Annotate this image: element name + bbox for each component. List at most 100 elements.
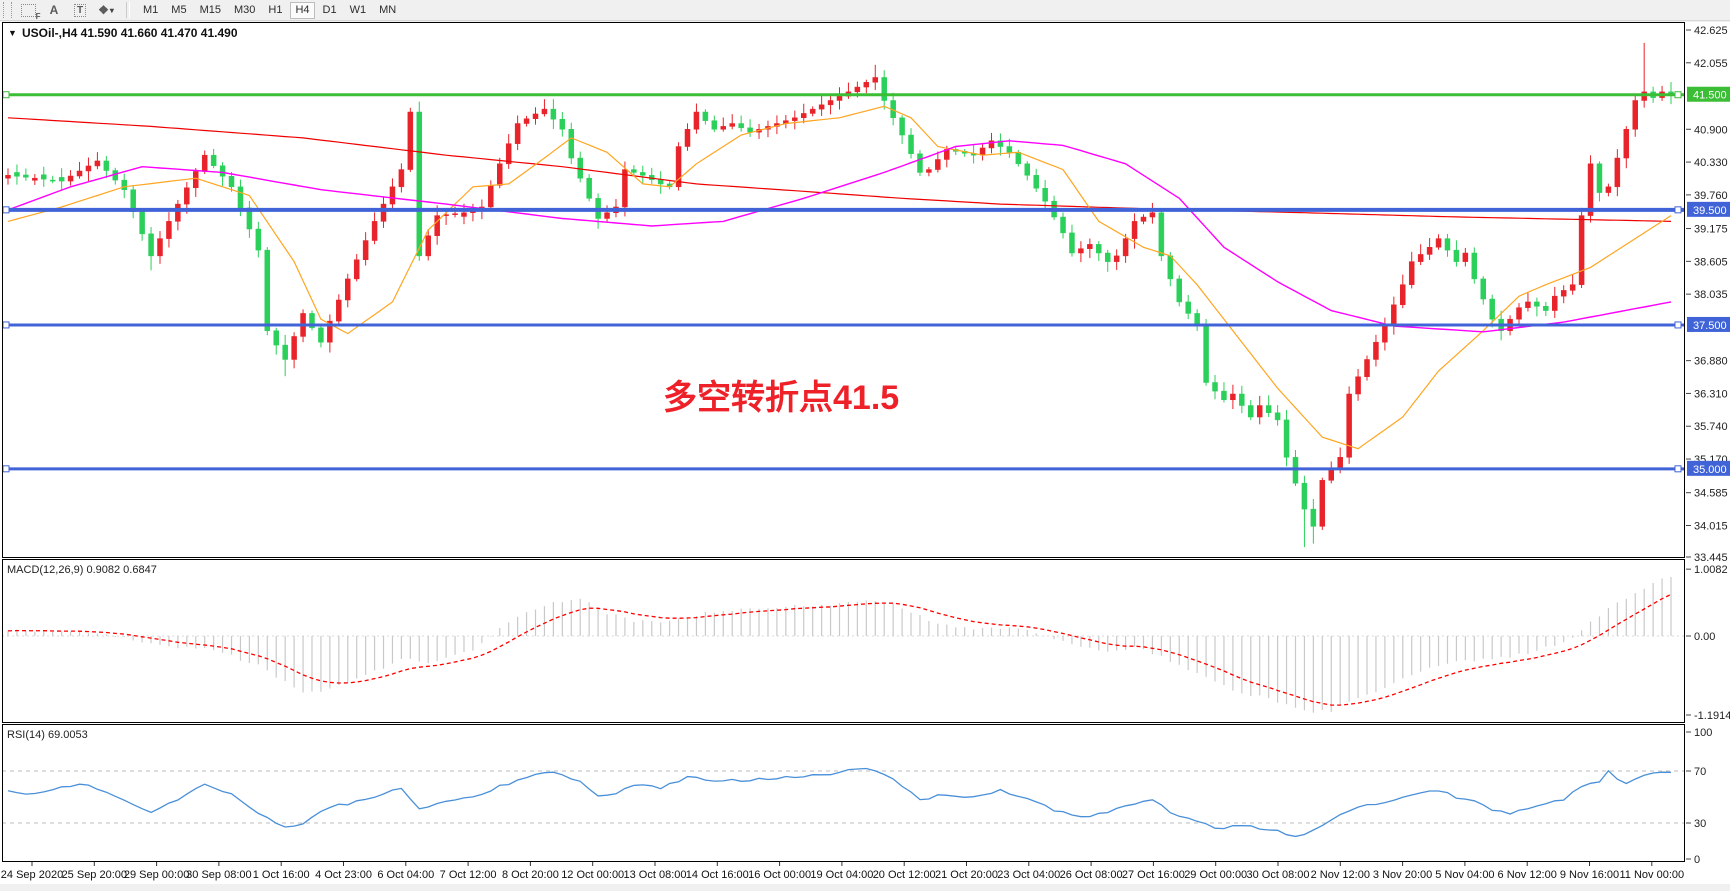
fibo-tool-button[interactable]: F — [16, 1, 41, 21]
macd-tick-label: -1.1914 — [1694, 710, 1730, 722]
time-axis-label: 29 Oct 00:00 — [1184, 869, 1247, 881]
tf-button-MN[interactable]: MN — [374, 2, 401, 19]
time-axis-label: 6 Oct 04:00 — [377, 869, 434, 881]
price-tick-label: 34.015 — [1694, 521, 1728, 533]
main-panel-frame — [2, 22, 1685, 558]
macd-signal-line — [7, 593, 1672, 706]
ma-red-line — [7, 117, 1672, 222]
text-label-icon: A — [49, 3, 59, 17]
rsi-panel[interactable]: RSI(14) 69.0053 — [2, 724, 1685, 862]
chart-annotation-text[interactable]: 多空转折点41.5 — [663, 379, 899, 417]
tf-button-D1[interactable]: D1 — [318, 2, 342, 19]
price-badge-39.500: 39.500 — [1687, 201, 1730, 217]
svg-text:35.000: 35.000 — [1693, 464, 1727, 476]
rsi-tick-label: 0 — [1694, 854, 1700, 866]
price-tick-label: 42.625 — [1694, 25, 1728, 37]
text-box-icon: T — [73, 3, 87, 17]
time-axis-label: 3 Nov 20:00 — [1373, 869, 1432, 881]
time-axis-label: 6 Nov 12:00 — [1498, 869, 1557, 881]
tf-button-M1[interactable]: M1 — [138, 2, 163, 19]
timeframe-group: M1 M5 M15 M30 H1 H4 D1 W1 MN — [138, 1, 401, 19]
window-bottom-edge — [0, 884, 1730, 891]
tf-button-H4[interactable]: H4 — [290, 1, 315, 19]
time-axis-label: 29 Sep 00:00 — [124, 869, 189, 881]
time-axis-label: 25 Sep 20:00 — [62, 869, 127, 881]
hline-handle[interactable] — [2, 465, 10, 473]
time-axis-label: 21 Oct 20:00 — [935, 869, 998, 881]
price-tick-label: 38.035 — [1694, 289, 1728, 301]
time-axis-label: 9 Nov 16:00 — [1560, 869, 1619, 881]
time-axis-label: 11 Nov 00:00 — [1619, 869, 1684, 881]
time-axis-label: 1 Oct 16:00 — [253, 869, 310, 881]
tf-button-W1[interactable]: W1 — [345, 2, 372, 19]
price-badge-41.500: 41.500 — [1687, 86, 1730, 102]
price-tick-label: 35.740 — [1694, 421, 1728, 433]
tf-button-M5[interactable]: M5 — [166, 2, 191, 19]
time-axis-label: 30 Sep 08:00 — [186, 869, 251, 881]
time-axis-label: 14 Oct 16:00 — [686, 869, 749, 881]
time-axis-label: 4 Oct 23:00 — [315, 869, 372, 881]
hline-handle[interactable] — [2, 206, 10, 214]
chevron-down-icon: ▾ — [109, 5, 114, 15]
hline-handle[interactable] — [2, 321, 10, 329]
hline-handle[interactable] — [1674, 465, 1682, 473]
macd-tick-label: 1.0082 — [1694, 564, 1728, 576]
rsi-tick-label: 100 — [1694, 727, 1712, 739]
time-axis-label: 27 Oct 16:00 — [1122, 869, 1185, 881]
rsi-tick-label: 70 — [1694, 766, 1706, 778]
time-axis-label: 24 Sep 2020 — [1, 869, 63, 881]
macd-tick-label: 0.00 — [1694, 631, 1715, 643]
chart-background — [0, 22, 1730, 884]
toolbar-grip[interactable] — [3, 2, 12, 18]
hline-handle[interactable] — [2, 91, 10, 99]
time-axis-label: 7 Oct 12:00 — [440, 869, 497, 881]
collapse-chart-icon[interactable]: ▼ — [8, 28, 17, 38]
ma-orange-line — [7, 105, 1672, 450]
rsi-tick-label: 30 — [1694, 818, 1706, 830]
time-axis-label: 23 Oct 04:00 — [997, 869, 1060, 881]
price-tick-label: 39.175 — [1694, 224, 1728, 236]
fibo-icon: F — [20, 3, 41, 21]
rsi-label: RSI(14) 69.0053 — [7, 729, 88, 741]
price-tick-label: 39.760 — [1694, 190, 1728, 202]
price-tick-label: 42.055 — [1694, 58, 1728, 70]
hline-handle[interactable] — [1674, 91, 1682, 99]
tf-button-M15[interactable]: M15 — [195, 2, 226, 19]
main-price-panel[interactable]: 多空转折点41.5 ▼ USOil-,H4 41.590 41.660 41.470… — [2, 22, 1685, 558]
price-tick-label: 36.310 — [1694, 388, 1728, 400]
macd-panel-frame — [2, 559, 1685, 723]
toolbar-separator — [126, 2, 130, 18]
macd-label: MACD(12,26,9) 0.9082 0.6847 — [7, 564, 157, 576]
arrows-tool-button[interactable]: ❖ ▾ — [94, 1, 118, 19]
hline-handle[interactable] — [1674, 206, 1682, 214]
text-label-tool-button[interactable]: A — [42, 1, 66, 19]
tf-button-M30[interactable]: M30 — [229, 2, 260, 19]
svg-text:37.500: 37.500 — [1693, 320, 1727, 332]
time-axis-label: 20 Oct 12:00 — [873, 869, 936, 881]
time-axis-label: 8 Oct 20:00 — [502, 869, 559, 881]
time-axis-label: 2 Nov 12:00 — [1311, 869, 1370, 881]
hline-handle[interactable] — [1674, 321, 1682, 329]
macd-panel[interactable]: MACD(12,26,9) 0.9082 0.6847 — [2, 559, 1685, 723]
horizontal-lines-layer — [2, 91, 1685, 473]
rsi-line — [7, 767, 1672, 838]
price-tick-label: 36.880 — [1694, 356, 1728, 368]
chart-title-bar: ▼ USOil-,H4 41.590 41.660 41.470 41.490 — [8, 26, 238, 40]
time-axis-label: 13 Oct 08:00 — [624, 869, 687, 881]
price-scale[interactable]: 42.625 42.055 40.900 40.330 39.760 39.175 38.6… — [1686, 25, 1730, 866]
price-tick-label: 34.585 — [1694, 488, 1728, 500]
chart-title: USOil-,H4 41.590 41.660 41.470 41.490 — [22, 26, 238, 40]
tf-button-H1[interactable]: H1 — [263, 2, 287, 19]
macd-histogram — [7, 576, 1672, 713]
text-box-tool-button[interactable]: T — [68, 1, 92, 19]
time-axis-label: 19 Oct 04:00 — [810, 869, 873, 881]
price-tick-label: 40.330 — [1694, 157, 1728, 169]
price-tick-label: 40.900 — [1694, 124, 1728, 136]
svg-text:41.500: 41.500 — [1693, 90, 1727, 102]
arrows-icon: ❖ — [98, 3, 109, 17]
price-tick-label: 33.445 — [1694, 552, 1728, 564]
svg-text:39.500: 39.500 — [1693, 205, 1727, 217]
time-axis-label: 5 Nov 04:00 — [1435, 869, 1494, 881]
